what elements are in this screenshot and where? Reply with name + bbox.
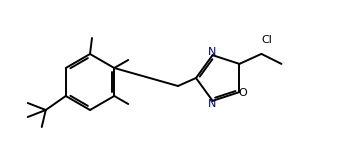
Text: Cl: Cl bbox=[261, 35, 272, 45]
Text: N: N bbox=[207, 99, 216, 109]
Text: O: O bbox=[238, 88, 247, 98]
Text: N: N bbox=[207, 47, 216, 57]
